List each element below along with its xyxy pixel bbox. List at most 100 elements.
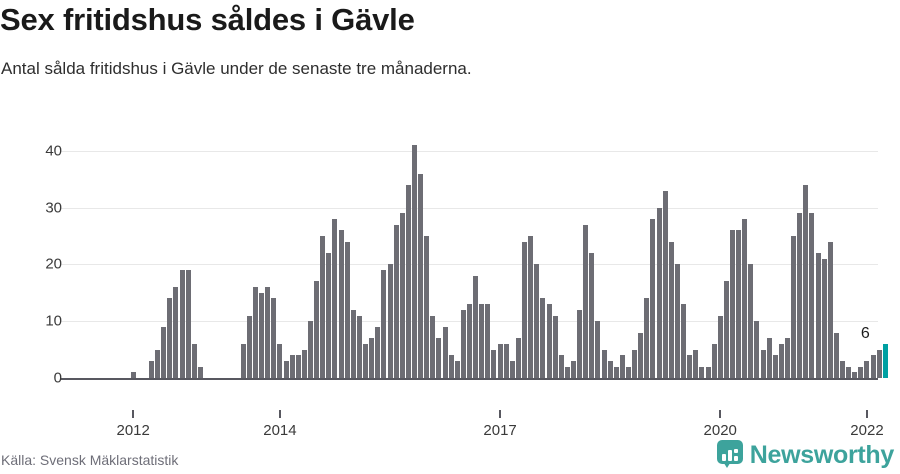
bar-chart: 0 10 20 30 40 6 2012 2014 2017 2020 2022 — [0, 120, 900, 439]
bar — [681, 304, 687, 378]
bar — [552, 315, 558, 378]
bar — [662, 190, 668, 378]
bar — [387, 264, 393, 378]
bar — [185, 270, 191, 378]
bar — [289, 355, 295, 378]
bar — [277, 343, 283, 378]
y-tick-label: 0 — [53, 369, 62, 387]
bar — [411, 145, 417, 378]
bar — [852, 372, 858, 378]
bar — [179, 270, 185, 378]
bar — [772, 355, 778, 378]
bar — [564, 366, 570, 378]
bar — [308, 321, 314, 378]
bar — [840, 360, 846, 378]
bar — [265, 287, 271, 378]
bar — [509, 360, 515, 378]
x-tick-label: 2012 — [116, 422, 150, 439]
bar — [613, 366, 619, 378]
x-tick — [499, 410, 502, 418]
bar — [173, 287, 179, 378]
bar — [717, 315, 723, 378]
gridline — [60, 264, 878, 266]
bar — [846, 366, 852, 378]
bar — [283, 360, 289, 378]
source-note: Källa: Svensk Mäklarstatistik — [1, 452, 179, 468]
bar — [515, 338, 521, 378]
bar — [632, 349, 638, 378]
bar — [167, 298, 173, 378]
bar — [130, 372, 136, 378]
bar-chart-bubble-icon — [716, 440, 743, 470]
bar — [784, 338, 790, 378]
bar — [350, 309, 356, 378]
bar — [448, 355, 454, 378]
bar — [791, 236, 797, 378]
bar — [723, 281, 729, 378]
bar — [736, 230, 742, 378]
bar — [467, 304, 472, 378]
bar — [460, 309, 466, 378]
bar — [326, 253, 332, 378]
bar — [301, 349, 307, 378]
bar — [418, 173, 424, 378]
x-axis: 2012 2014 2017 2020 2022 — [60, 150, 884, 439]
bar — [546, 304, 552, 378]
bar — [797, 213, 803, 378]
plot-area: 0 10 20 30 40 6 — [45, 142, 888, 387]
bar — [454, 360, 460, 378]
bar — [259, 292, 265, 378]
bar — [827, 241, 833, 378]
bar — [356, 315, 362, 378]
bar — [485, 304, 491, 378]
y-tick-label: 30 — [45, 199, 62, 217]
bar — [405, 184, 411, 378]
x-axis-line — [60, 378, 878, 380]
x-tick-label: 2020 — [703, 422, 737, 439]
bar — [699, 366, 705, 378]
bar — [363, 343, 369, 378]
bar — [644, 298, 650, 378]
bar — [558, 355, 564, 378]
bar — [668, 241, 674, 378]
bar — [491, 349, 497, 378]
bar — [155, 349, 161, 378]
bar — [809, 213, 815, 378]
bar — [375, 326, 381, 378]
bar — [638, 332, 644, 378]
x-tick — [278, 410, 281, 418]
x-tick-label: 2014 — [263, 422, 297, 439]
y-tick-label: 10 — [45, 312, 62, 330]
bar — [626, 366, 631, 378]
bar — [522, 241, 528, 378]
bar — [424, 236, 430, 378]
page-subtitle: Antal sålda fritidshus i Gävle under de … — [1, 59, 472, 78]
highlight-value-label: 6 — [860, 324, 870, 342]
bar — [314, 281, 320, 378]
bar — [381, 270, 387, 378]
gridline — [60, 150, 878, 152]
bar — [191, 343, 197, 378]
newsworthy-logo[interactable]: Newsworthy — [716, 440, 894, 470]
bar — [760, 349, 766, 378]
bar — [583, 224, 589, 378]
bar — [344, 241, 350, 378]
bar — [858, 366, 864, 378]
bar — [595, 321, 601, 378]
bar — [870, 355, 876, 378]
bar — [619, 355, 625, 378]
bar — [528, 236, 534, 378]
bar — [369, 338, 375, 378]
bar — [497, 343, 503, 378]
bar — [607, 360, 613, 378]
bar — [754, 321, 760, 378]
bar — [803, 184, 809, 378]
bar — [271, 298, 277, 378]
bar — [589, 253, 595, 378]
page-title: Sex fritidshus såldes i Gävle — [0, 2, 415, 37]
bar — [705, 366, 711, 378]
bar — [246, 315, 252, 378]
bar — [766, 338, 772, 378]
x-tick — [719, 410, 722, 418]
